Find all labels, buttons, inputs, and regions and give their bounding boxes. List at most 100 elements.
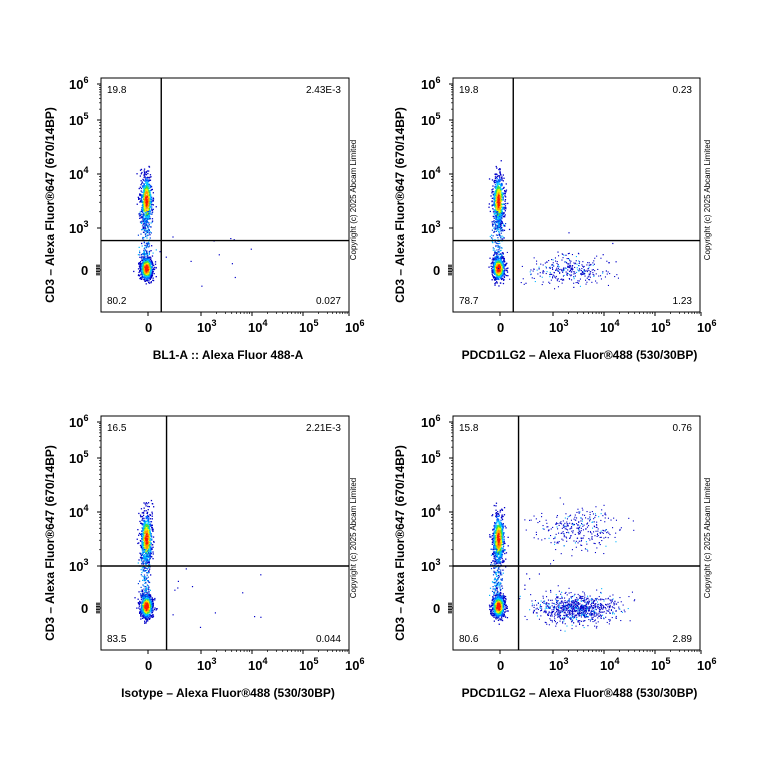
event-dot	[146, 205, 148, 207]
event-dot	[141, 575, 143, 577]
event-dot	[561, 282, 563, 284]
event-dot	[143, 551, 145, 553]
event-dot	[143, 231, 145, 233]
event-dot	[497, 208, 499, 211]
event-dot	[144, 260, 146, 263]
event-dot	[588, 262, 590, 264]
event-dot	[141, 245, 143, 247]
event-dot	[505, 264, 507, 266]
event-dot	[497, 274, 500, 276]
event-dot	[496, 274, 498, 277]
event-dot	[499, 273, 502, 275]
event-dot	[140, 508, 143, 510]
event-dot	[589, 274, 591, 276]
event-dot	[497, 191, 499, 193]
event-dot	[561, 253, 563, 255]
event-dot	[142, 270, 144, 273]
event-dot	[136, 173, 138, 175]
event-dot	[498, 180, 501, 182]
event-dot	[144, 247, 146, 249]
event-dot	[143, 220, 145, 222]
event-dot	[143, 530, 145, 532]
event-dot	[146, 244, 149, 246]
event-dot	[147, 192, 149, 194]
event-dot	[144, 546, 146, 548]
event-dot	[495, 207, 498, 209]
event-dot	[147, 538, 149, 540]
event-dot	[147, 230, 149, 232]
event-dot	[145, 214, 147, 217]
event-dot	[141, 216, 143, 218]
event-dot	[141, 276, 143, 278]
event-dot	[501, 221, 503, 224]
event-dot	[144, 276, 146, 278]
event-dot	[495, 216, 497, 219]
event-dot	[142, 195, 144, 197]
event-dot	[145, 211, 148, 213]
event-dot	[138, 605, 141, 607]
event-dot	[148, 256, 150, 258]
event-dot	[147, 616, 149, 618]
event-dot	[532, 270, 534, 272]
event-dot	[143, 219, 145, 221]
event-dot	[491, 179, 494, 181]
event-dot	[147, 530, 150, 532]
event-dot	[497, 261, 499, 263]
event-dot	[492, 238, 494, 240]
event-dot	[143, 524, 145, 527]
event-dot	[146, 196, 148, 198]
event-dot	[140, 607, 142, 609]
event-dot	[144, 220, 146, 223]
event-dot	[499, 208, 501, 210]
event-dot	[577, 280, 579, 282]
event-dot	[490, 195, 492, 197]
event-dot	[604, 276, 606, 278]
event-dot	[148, 526, 150, 528]
event-dot	[492, 263, 494, 265]
event-dot	[144, 523, 146, 525]
event-dot	[151, 212, 153, 214]
event-dot	[146, 188, 148, 191]
event-dot	[499, 193, 501, 195]
event-dot	[148, 264, 150, 266]
event-dot	[148, 555, 150, 557]
event-dot	[494, 250, 497, 252]
event-dot	[144, 206, 146, 208]
event-dot	[495, 225, 497, 227]
event-dot	[590, 271, 592, 273]
event-dot	[151, 270, 153, 272]
event-dot	[145, 261, 147, 264]
event-dot	[143, 536, 145, 538]
event-dot	[148, 224, 150, 226]
event-dot	[559, 271, 561, 273]
event-dot	[144, 570, 146, 572]
event-dot	[151, 209, 153, 211]
event-dot	[149, 198, 151, 200]
event-dot	[150, 232, 152, 234]
event-dot	[142, 528, 144, 530]
event-dot	[142, 205, 145, 208]
event-dot	[502, 180, 504, 182]
event-dot	[562, 269, 564, 271]
event-dot	[493, 258, 495, 260]
event-dot	[494, 279, 496, 281]
event-dot	[140, 173, 142, 175]
event-dot	[499, 273, 501, 275]
event-dot	[493, 204, 496, 206]
event-dot	[146, 170, 149, 172]
event-dot	[148, 600, 150, 602]
event-dot	[581, 274, 583, 276]
event-dot	[491, 270, 494, 272]
event-dot	[148, 257, 150, 259]
event-dot	[148, 527, 150, 530]
event-dot	[138, 271, 140, 274]
event-dot	[142, 602, 145, 604]
event-dot	[146, 553, 148, 555]
event-dot	[615, 261, 617, 263]
event-dot	[495, 214, 497, 216]
event-dot	[143, 560, 145, 562]
event-dot	[141, 601, 143, 604]
event-dot	[150, 574, 152, 576]
event-dot	[502, 253, 504, 255]
event-dot	[151, 268, 153, 270]
